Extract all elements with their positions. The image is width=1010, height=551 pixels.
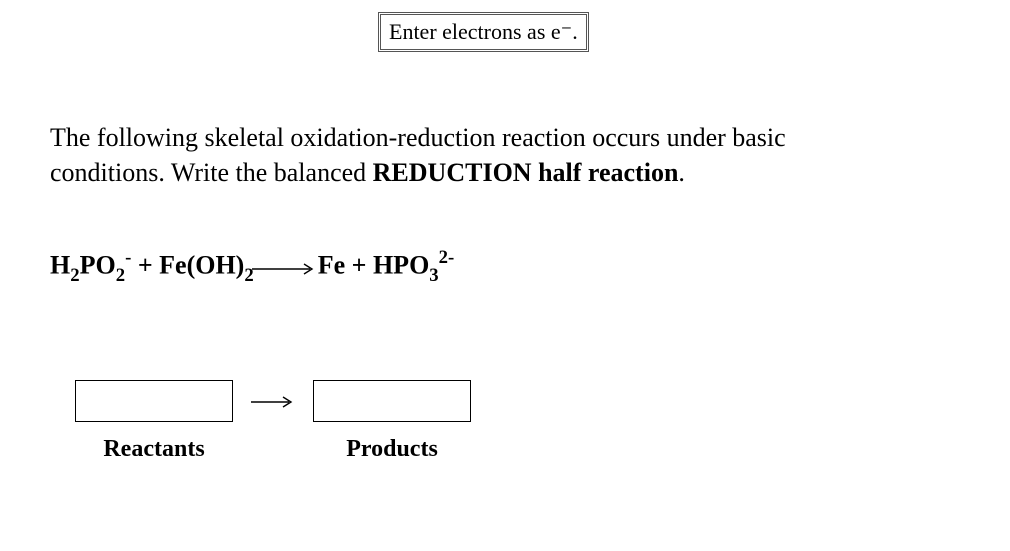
prompt-line2a: conditions. Write the balanced — [50, 158, 373, 187]
skeletal-equation: H2PO2- + Fe(OH)2Fe + HPO32- — [50, 248, 454, 286]
eq-P: P — [80, 251, 96, 280]
reactants-column: Reactants — [75, 380, 233, 463]
question-prompt: The following skeletal oxidation-reducti… — [50, 120, 950, 190]
eq-O2: O — [409, 251, 429, 280]
eq-H: H — [50, 251, 70, 280]
eq-sub3: 3 — [429, 265, 438, 286]
eq-H2: H — [373, 251, 393, 280]
reaction-arrow-icon — [252, 253, 316, 283]
eq-sub2-b: 2 — [116, 265, 125, 286]
reactants-input[interactable] — [75, 380, 233, 422]
hint-box: Enter electrons as e⁻. — [378, 12, 589, 52]
eq-Fe-b: Fe — [318, 251, 345, 280]
prompt-line1: The following skeletal oxidation-reducti… — [50, 123, 786, 152]
eq-sub2-c: 2 — [244, 265, 253, 286]
eq-sup-2minus: 2- — [439, 247, 455, 268]
reactants-label: Reactants — [103, 436, 204, 463]
eq-sub2-a: 2 — [70, 265, 79, 286]
eq-P2: P — [393, 251, 409, 280]
eq-Fe-a: Fe — [159, 251, 186, 280]
eq-sup-minus: - — [125, 247, 131, 268]
answer-row: Reactants Products — [75, 380, 471, 463]
hint-text: Enter electrons as e⁻. — [389, 19, 578, 44]
prompt-line2b: REDUCTION half reaction — [373, 158, 679, 187]
answer-arrow-icon — [251, 395, 295, 414]
eq-plus-1: + — [131, 251, 159, 280]
eq-plus-2: + — [345, 251, 373, 280]
eq-OH: (OH) — [187, 251, 245, 280]
products-input[interactable] — [313, 380, 471, 422]
products-column: Products — [313, 380, 471, 463]
prompt-line2c: . — [678, 158, 685, 187]
products-label: Products — [346, 436, 438, 463]
eq-O-a: O — [95, 251, 115, 280]
